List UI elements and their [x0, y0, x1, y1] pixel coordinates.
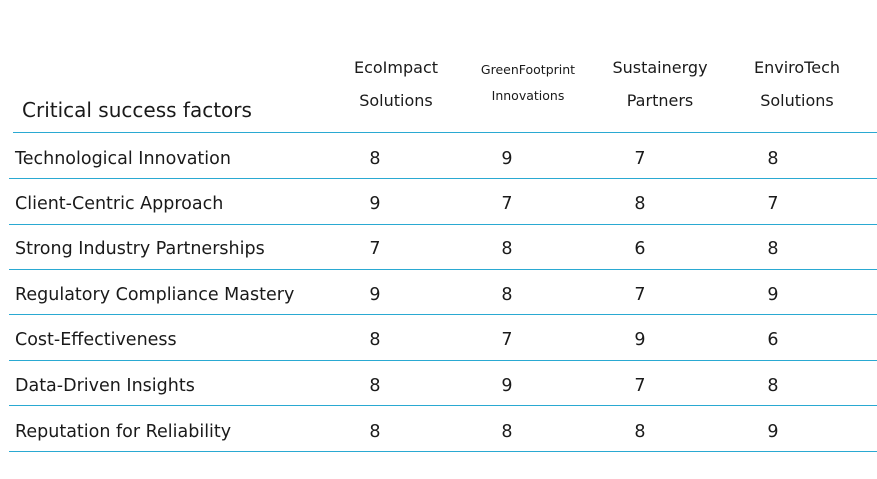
- score-cell: 7: [369, 239, 381, 259]
- score-cell: 9: [369, 285, 381, 305]
- score-cell: 7: [634, 285, 646, 305]
- row-label: Regulatory Compliance Mastery: [15, 285, 295, 305]
- table-row: Client-Centric Approach 9 7 8 7: [0, 182, 877, 227]
- score-cell: 8: [501, 285, 513, 305]
- score-cell: 7: [767, 194, 779, 214]
- score-cell: 8: [634, 194, 646, 214]
- row-divider: [9, 405, 877, 406]
- score-cell: 8: [767, 149, 779, 169]
- column-header-line2: Solutions: [760, 91, 834, 110]
- table-header-title: Critical success factors: [22, 98, 252, 122]
- score-cell: 9: [767, 285, 779, 305]
- score-cell: 7: [501, 194, 513, 214]
- score-cell: 8: [369, 149, 381, 169]
- score-cell: 6: [767, 330, 779, 350]
- score-cell: 9: [501, 149, 513, 169]
- score-cell: 8: [369, 376, 381, 396]
- column-header-line1: EnviroTech: [753, 58, 840, 77]
- column-header-greenfootprint: GreenFootprint Innovations: [472, 57, 584, 109]
- column-header-line2: Solutions: [359, 91, 433, 110]
- column-header-line1: GreenFootprint: [480, 62, 576, 77]
- row-label: Cost-Effectiveness: [15, 330, 177, 350]
- score-cell: 8: [767, 239, 779, 259]
- score-cell: 8: [501, 239, 513, 259]
- column-header-line2: Partners: [626, 91, 694, 110]
- score-cell: 8: [369, 422, 381, 442]
- column-header-line1: EcoImpact: [353, 58, 439, 77]
- row-label: Client-Centric Approach: [15, 194, 224, 214]
- row-label: Technological Innovation: [15, 149, 231, 169]
- row-divider: [9, 269, 877, 270]
- row-divider: [9, 360, 877, 361]
- score-cell: 9: [501, 376, 513, 396]
- row-label: Data-Driven Insights: [15, 376, 195, 396]
- row-divider: [9, 451, 877, 452]
- score-cell: 9: [634, 330, 646, 350]
- column-header-line2: Innovations: [491, 88, 565, 103]
- table-row: Regulatory Compliance Mastery 9 8 7 9: [0, 273, 877, 318]
- score-cell: 7: [634, 149, 646, 169]
- table-row: Technological Innovation 8 9 7 8: [0, 137, 877, 182]
- table-row: Data-Driven Insights 8 9 7 8: [0, 364, 877, 409]
- row-divider: [9, 178, 877, 179]
- score-cell: 8: [369, 330, 381, 350]
- score-cell: 8: [634, 422, 646, 442]
- score-cell: 8: [767, 376, 779, 396]
- score-cell: 9: [369, 194, 381, 214]
- column-header-ecoimpact: EcoImpact Solutions: [346, 51, 446, 117]
- score-cell: 7: [501, 330, 513, 350]
- row-divider: [9, 314, 877, 315]
- column-header-envirotech: EnviroTech Solutions: [742, 51, 852, 117]
- table-row: Reputation for Reliability 8 8 8 9: [0, 410, 877, 455]
- score-cell: 7: [634, 376, 646, 396]
- row-label: Reputation for Reliability: [15, 422, 232, 442]
- column-header-sustainergy: Sustainergy Partners: [605, 51, 715, 117]
- row-divider: [9, 224, 877, 225]
- score-cell: 9: [767, 422, 779, 442]
- score-cell: 8: [501, 422, 513, 442]
- row-label: Strong Industry Partnerships: [15, 239, 265, 259]
- table-row: Cost-Effectiveness 8 7 9 6: [0, 318, 877, 363]
- table-row: Strong Industry Partnerships 7 8 6 8: [0, 227, 877, 272]
- score-cell: 6: [634, 239, 646, 259]
- column-header-line1: Sustainergy: [612, 58, 708, 77]
- header-divider: [13, 132, 877, 133]
